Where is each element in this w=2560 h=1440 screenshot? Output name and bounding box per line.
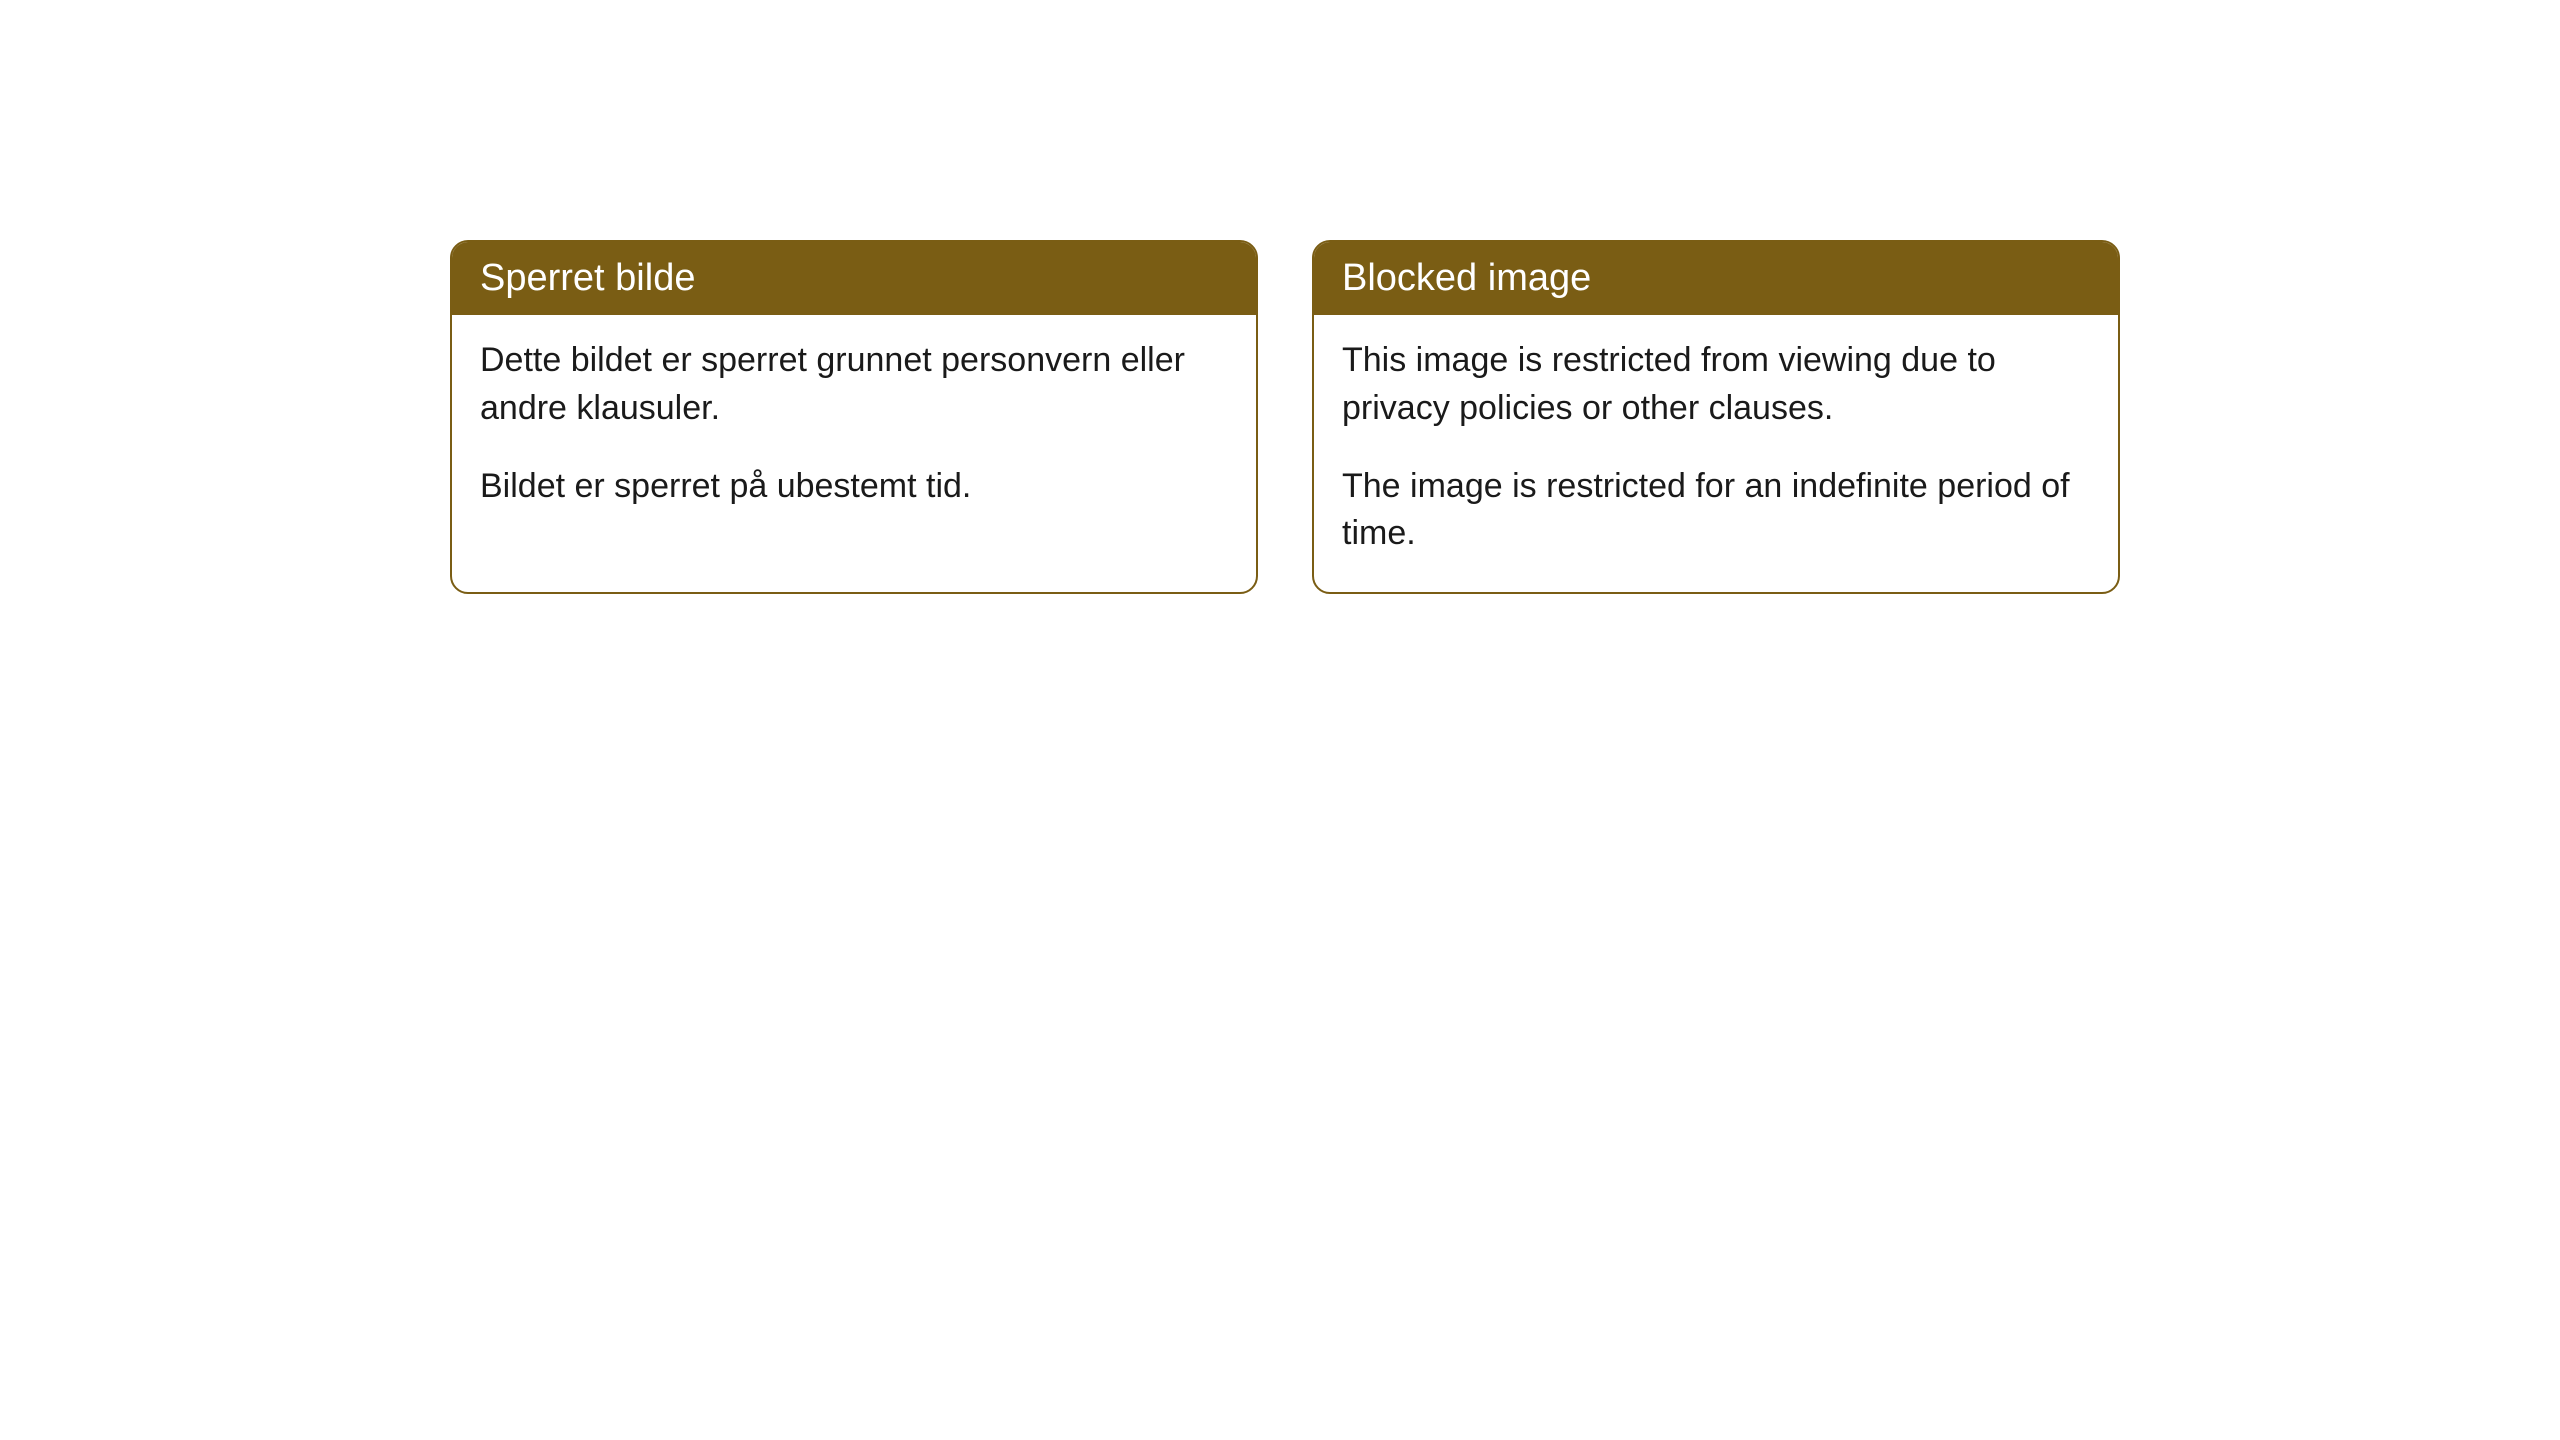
notice-cards-container: Sperret bilde Dette bildet er sperret gr… [450, 240, 2120, 594]
card-body: Dette bildet er sperret grunnet personve… [452, 315, 1256, 544]
card-paragraph-2: The image is restricted for an indefinit… [1342, 463, 2090, 558]
card-paragraph-1: This image is restricted from viewing du… [1342, 337, 2090, 432]
card-header: Sperret bilde [452, 242, 1256, 315]
card-body: This image is restricted from viewing du… [1314, 315, 2118, 591]
notice-card-english: Blocked image This image is restricted f… [1312, 240, 2120, 594]
card-header: Blocked image [1314, 242, 2118, 315]
card-paragraph-1: Dette bildet er sperret grunnet personve… [480, 337, 1228, 432]
notice-card-norwegian: Sperret bilde Dette bildet er sperret gr… [450, 240, 1258, 594]
card-paragraph-2: Bildet er sperret på ubestemt tid. [480, 463, 1228, 511]
